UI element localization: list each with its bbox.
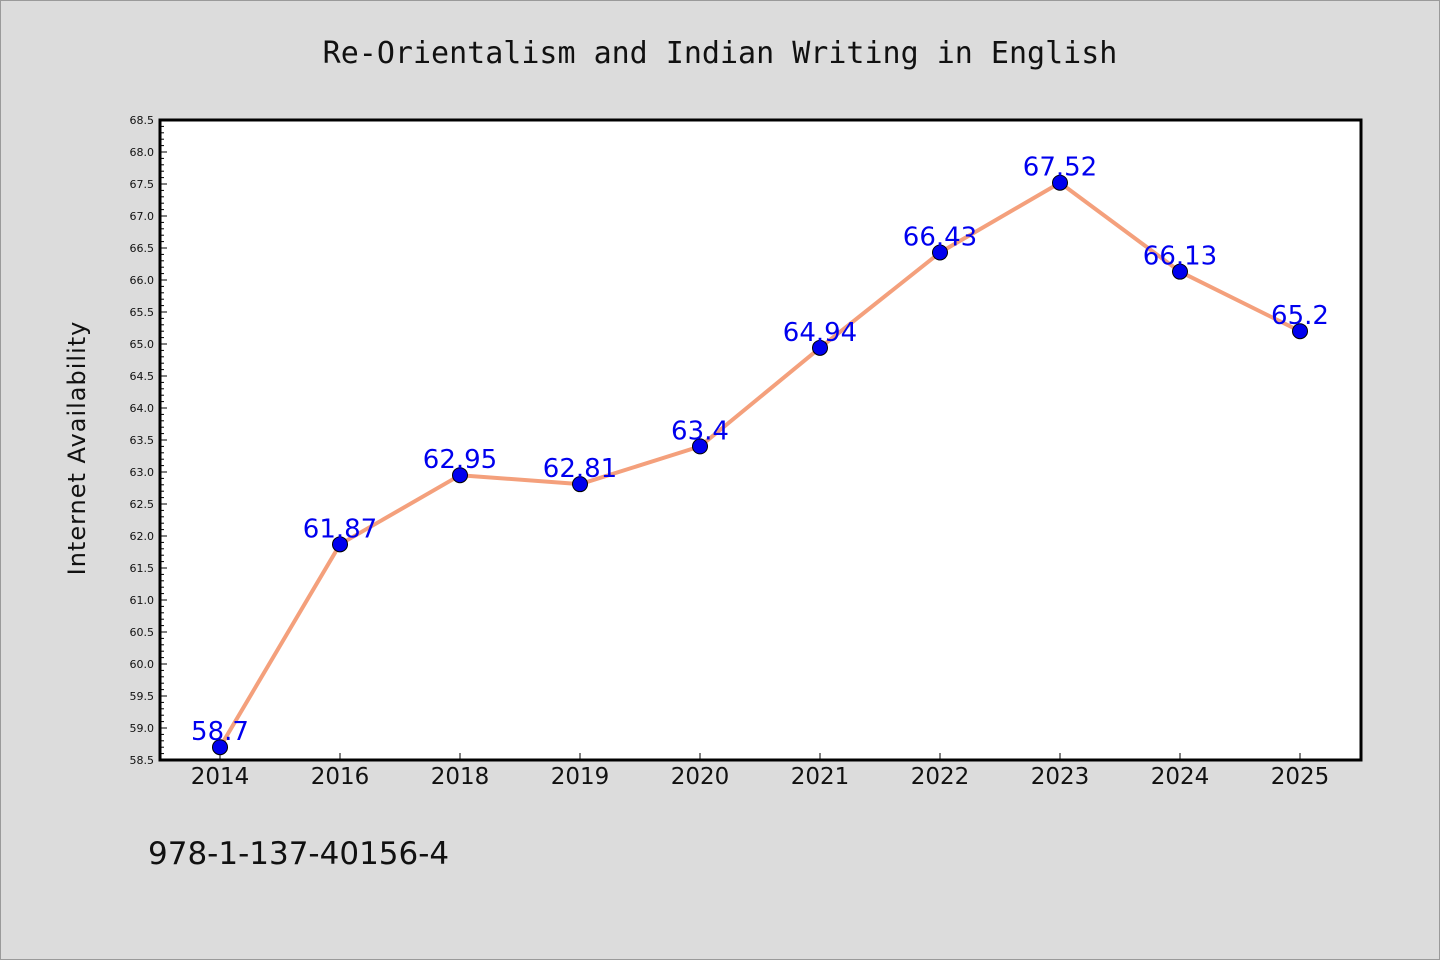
y-tick-label: 64.0 — [130, 402, 155, 415]
series-line — [218, 180, 1301, 749]
y-tick-label: 62.0 — [130, 530, 155, 543]
data-point — [1172, 263, 1188, 280]
x-tick-label: 2022 — [911, 764, 970, 790]
data-label: 66.13 — [1143, 242, 1217, 272]
x-tick-label: 2020 — [671, 764, 730, 790]
data-label: 62.95 — [423, 445, 497, 475]
data-label: 58.7 — [191, 717, 249, 747]
y-tick-label: 59.5 — [130, 690, 155, 703]
isbn-footnote: 978-1-137-40156-4 — [148, 836, 449, 872]
series-layer — [212, 174, 1308, 756]
y-tick-label: 60.0 — [130, 658, 155, 671]
data-label: 67.52 — [1023, 153, 1097, 183]
y-tick-label: 68.0 — [130, 146, 155, 159]
x-tick-label: 2016 — [311, 764, 370, 790]
data-point — [572, 476, 588, 493]
y-tick-label: 60.5 — [130, 626, 155, 639]
x-tick-label: 2014 — [191, 764, 250, 790]
x-tick-label: 2018 — [431, 764, 490, 790]
y-tick-label: 63.5 — [130, 434, 155, 447]
x-tick-label: 2023 — [1031, 764, 1090, 790]
y-tick-label: 63.0 — [130, 466, 155, 479]
plot-area — [158, 118, 1363, 762]
y-axis: 58.5 59.0 59.5 60.0 60.5 61.0 61.5 62.0 62.5 63.0… — [130, 114, 167, 767]
data-label-layer: 58.7 61.87 62.95 62.81 63.4 64.94 66.43 67.52 66… — [191, 153, 1329, 747]
data-point — [212, 739, 228, 756]
y-tick-label: 66.5 — [130, 242, 155, 255]
x-tick-label: 2019 — [551, 764, 610, 790]
x-axis: 2014 2016 2018 2019 2020 2021 2022 2023 2024 2025 — [191, 753, 1330, 790]
data-point — [692, 438, 708, 455]
x-tick-label: 2024 — [1151, 764, 1210, 790]
y-tick-label: 58.5 — [130, 754, 155, 767]
data-point — [452, 467, 468, 484]
data-point — [932, 244, 948, 261]
x-tick-label: 2025 — [1271, 764, 1330, 790]
data-label: 61.87 — [303, 514, 377, 544]
data-point — [1052, 174, 1068, 191]
x-tick-label: 2021 — [791, 764, 850, 790]
y-tick-label: 61.0 — [130, 594, 155, 607]
data-label: 62.81 — [543, 454, 617, 484]
y-tick-label: 67.5 — [130, 178, 155, 191]
y-tick-label: 66.0 — [130, 274, 155, 287]
data-label: 66.43 — [903, 222, 977, 252]
y-tick-label: 65.0 — [130, 338, 155, 351]
data-point — [1292, 323, 1308, 340]
y-tick-label: 68.5 — [130, 114, 155, 127]
data-label: 63.4 — [671, 416, 729, 446]
y-tick-label: 64.5 — [130, 370, 155, 383]
y-tick-label: 65.5 — [130, 306, 155, 319]
y-tick-label: 62.5 — [130, 498, 155, 511]
data-point — [332, 536, 348, 553]
data-label: 65.2 — [1271, 301, 1329, 331]
y-axis-title: Internet Availability — [63, 321, 91, 576]
y-tick-label: 59.0 — [130, 722, 155, 735]
chart-title: Re-Orientalism and Indian Writing in Eng… — [323, 36, 1118, 71]
y-tick-label: 67.0 — [130, 210, 155, 223]
data-label: 64.94 — [783, 318, 857, 348]
y-tick-label: 61.5 — [130, 562, 155, 575]
data-point — [812, 339, 828, 356]
